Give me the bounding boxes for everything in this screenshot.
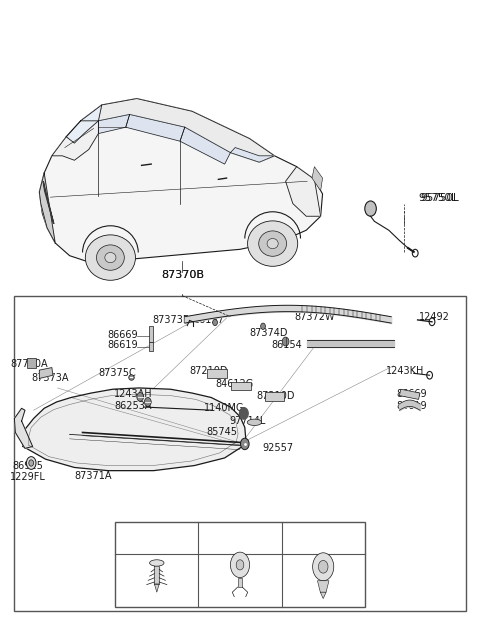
Text: 87373A: 87373A: [32, 373, 69, 383]
Text: 87370B: 87370B: [161, 270, 204, 280]
Bar: [231, 382, 251, 390]
Polygon shape: [320, 592, 326, 598]
Circle shape: [29, 460, 34, 466]
Polygon shape: [98, 114, 130, 134]
Text: 86157: 86157: [193, 315, 224, 325]
Polygon shape: [230, 148, 275, 162]
Text: 87770A: 87770A: [10, 359, 48, 369]
Ellipse shape: [150, 560, 164, 566]
Text: 95750L: 95750L: [420, 193, 459, 204]
Text: 95750L: 95750L: [419, 193, 457, 204]
Text: 86925: 86925: [12, 460, 43, 471]
Bar: [27, 358, 36, 368]
Polygon shape: [317, 581, 329, 592]
Polygon shape: [126, 114, 185, 141]
Polygon shape: [39, 173, 55, 243]
Polygon shape: [66, 105, 102, 143]
Polygon shape: [39, 99, 323, 262]
Circle shape: [312, 553, 334, 581]
Polygon shape: [39, 368, 53, 378]
Text: 92552: 92552: [225, 533, 255, 543]
Polygon shape: [286, 167, 321, 216]
Text: 1229FL: 1229FL: [10, 472, 46, 482]
Circle shape: [137, 392, 144, 401]
Polygon shape: [399, 389, 420, 399]
Bar: [115, 522, 365, 607]
Text: 86669: 86669: [396, 389, 427, 399]
Text: 87370B: 87370B: [161, 270, 204, 280]
Ellipse shape: [247, 419, 262, 425]
Circle shape: [230, 552, 250, 577]
Circle shape: [318, 560, 328, 573]
Circle shape: [236, 560, 244, 570]
Text: 84612G: 84612G: [215, 378, 253, 389]
Polygon shape: [23, 388, 246, 471]
Bar: [265, 392, 284, 401]
Circle shape: [26, 457, 36, 469]
Polygon shape: [98, 99, 275, 162]
Ellipse shape: [85, 235, 135, 280]
Text: 86154: 86154: [272, 340, 302, 350]
Polygon shape: [312, 167, 323, 191]
Polygon shape: [180, 127, 230, 164]
Text: 87375C: 87375C: [99, 368, 136, 378]
Circle shape: [261, 323, 265, 329]
Text: 86669: 86669: [107, 329, 138, 340]
Ellipse shape: [105, 252, 116, 263]
Text: 85316: 85316: [142, 533, 172, 543]
Bar: [14, 296, 466, 611]
Text: 97714L: 97714L: [229, 416, 265, 426]
Polygon shape: [149, 342, 153, 351]
Ellipse shape: [267, 238, 278, 249]
Polygon shape: [238, 577, 242, 587]
Text: 86619: 86619: [107, 340, 138, 350]
Text: 86253A: 86253A: [115, 401, 152, 411]
Circle shape: [144, 398, 151, 406]
Text: 1243AH: 1243AH: [114, 389, 153, 399]
Polygon shape: [155, 566, 159, 584]
Text: 87373F: 87373F: [152, 315, 189, 325]
Text: 1243KH: 1243KH: [386, 366, 425, 377]
Text: 87210D: 87210D: [257, 391, 295, 401]
Text: 87374D: 87374D: [250, 328, 288, 338]
Text: 92557: 92557: [263, 443, 294, 453]
Circle shape: [213, 319, 217, 326]
Ellipse shape: [259, 231, 287, 256]
Text: 87371A: 87371A: [75, 471, 112, 481]
Polygon shape: [52, 121, 98, 160]
Bar: [207, 369, 227, 378]
Text: 12492: 12492: [419, 312, 450, 322]
Polygon shape: [155, 584, 159, 592]
Text: 87376: 87376: [329, 340, 360, 350]
Polygon shape: [43, 181, 54, 224]
Text: 1140MG: 1140MG: [204, 403, 245, 413]
Text: 85745: 85745: [206, 427, 237, 438]
Ellipse shape: [248, 221, 298, 266]
Polygon shape: [14, 408, 33, 448]
Circle shape: [240, 408, 248, 419]
Text: 87210D: 87210D: [190, 366, 228, 377]
Circle shape: [240, 438, 249, 450]
Text: 86619: 86619: [396, 401, 427, 411]
Text: 87372W: 87372W: [294, 312, 335, 322]
Circle shape: [282, 337, 289, 346]
Ellipse shape: [96, 245, 124, 270]
Text: 82315B: 82315B: [304, 533, 342, 543]
Polygon shape: [149, 326, 153, 342]
Circle shape: [365, 201, 376, 216]
